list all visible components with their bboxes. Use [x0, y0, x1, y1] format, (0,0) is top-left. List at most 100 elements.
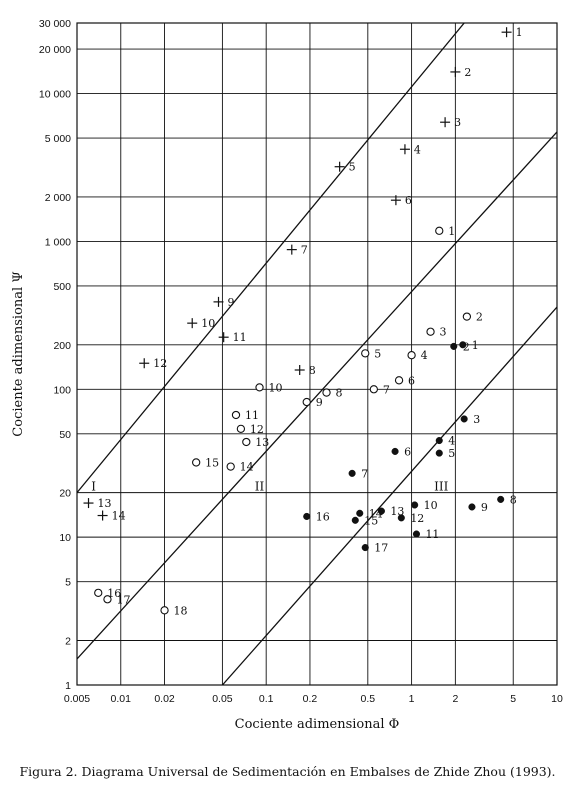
- point-label: 15: [205, 456, 219, 469]
- point-label: 11: [245, 409, 259, 422]
- point-label: 8: [336, 387, 343, 400]
- point-label: 1: [516, 26, 523, 39]
- plus-marker: [501, 27, 512, 38]
- point-label: 7: [301, 244, 308, 257]
- filled-circle-marker: [460, 415, 468, 423]
- open-circle-marker: [407, 351, 416, 360]
- x-tick-label: 0.5: [361, 693, 376, 705]
- open-circle-marker: [94, 588, 103, 597]
- boundary-line: [77, 23, 465, 494]
- x-tick-label: 0.2: [303, 693, 318, 705]
- x-tick-labels: 0.005 0.01 0.02 0.05 0.1 0.2 0.5 1 2 5 10: [64, 693, 563, 705]
- point-label: 16: [107, 587, 121, 600]
- open-circle-marker: [242, 437, 251, 447]
- point-label: 3: [454, 116, 461, 129]
- filled-circle-marker: [497, 495, 505, 503]
- open-circle-marker: [302, 397, 311, 407]
- y-tick-label: 50: [59, 429, 71, 441]
- open-circle-marker: [394, 376, 404, 385]
- plus-marker: [218, 332, 229, 343]
- x-tick-label: 0.1: [259, 693, 274, 705]
- filled-circle-marker: [348, 469, 356, 477]
- y-tick-label: 200: [53, 340, 71, 352]
- open-circle-marker: [236, 424, 246, 433]
- point-label: 6: [404, 445, 411, 458]
- open-circle-marker: [322, 388, 331, 397]
- x-tick-label: 0.05: [212, 693, 233, 705]
- point-label: 10: [269, 381, 283, 394]
- point-label: 9: [228, 296, 235, 309]
- filled-circle-marker: [377, 507, 385, 515]
- point-label: 5: [349, 161, 356, 174]
- point-label: 1: [448, 225, 455, 238]
- boundary-line: [221, 306, 557, 685]
- x-tick-label: 10: [551, 693, 563, 705]
- grid-lines: [76, 22, 558, 686]
- plus-marker: [334, 161, 345, 172]
- point-label: 10: [201, 317, 215, 330]
- point-label: 7: [361, 467, 368, 480]
- y-tick-label: 30 000: [39, 18, 71, 30]
- point-label: 4: [448, 435, 455, 448]
- x-tick-label: 0.02: [154, 693, 175, 705]
- point-label: 11: [233, 331, 247, 344]
- open-circle-marker: [103, 595, 112, 604]
- open-circle-marker: [369, 385, 378, 394]
- plus-marker: [390, 195, 401, 206]
- region-labels: I II III: [91, 480, 448, 494]
- data-points: 1234567891011121314123456789101112131415…: [83, 26, 523, 617]
- point-label: 8: [510, 493, 517, 506]
- x-axis-label: Cociente adimensional Φ: [235, 717, 400, 732]
- open-circle-marker: [226, 462, 235, 471]
- point-label: 11: [425, 528, 439, 541]
- y-tick-label: 2: [65, 635, 71, 647]
- filled-circle-marker: [397, 514, 405, 522]
- point-label: 14: [240, 461, 254, 474]
- point-label: 10: [424, 499, 438, 512]
- plus-marker: [187, 318, 198, 329]
- plus-marker: [97, 510, 108, 521]
- filled-circle-marker: [391, 447, 399, 455]
- filled-circle-marker: [351, 516, 359, 524]
- y-axis-label: Cociente adimensional Ψ: [11, 271, 26, 436]
- plus-marker: [139, 358, 150, 369]
- filled-circle-marker: [411, 501, 419, 509]
- y-tick-label: 5: [65, 577, 71, 589]
- filled-circle-marker: [435, 437, 443, 445]
- filled-circle-marker: [412, 530, 421, 538]
- point-label: 17: [374, 542, 388, 555]
- point-label: 7: [383, 383, 390, 396]
- figure-caption: Figura 2. Diagrama Universal de Sediment…: [19, 764, 556, 779]
- filled-circle-marker: [435, 449, 443, 457]
- point-label: 1: [472, 339, 479, 352]
- filled-circle-marker: [303, 512, 311, 521]
- plus-marker: [286, 244, 297, 255]
- y-tick-label: 10 000: [39, 89, 71, 101]
- y-tick-label: 20 000: [39, 44, 71, 56]
- y-tick-label: 10: [59, 532, 71, 544]
- point-label: 4: [421, 349, 428, 362]
- point-label: 8: [309, 364, 316, 377]
- filled-circle-marker: [450, 342, 458, 350]
- point-label: 3: [440, 326, 447, 339]
- point-label: 9: [481, 501, 488, 514]
- point-label: 4: [414, 143, 421, 156]
- x-tick-label: 0.005: [64, 693, 90, 705]
- point-label: 15: [364, 514, 378, 527]
- point-label: 6: [405, 194, 412, 207]
- plus-marker: [213, 296, 224, 307]
- filled-circle-marker: [459, 341, 467, 349]
- point-label: 6: [408, 374, 415, 387]
- point-label: 9: [316, 396, 323, 409]
- point-label: 18: [174, 604, 188, 617]
- point-label: 14: [112, 510, 126, 523]
- plus-marker: [440, 117, 451, 128]
- point-label: 16: [316, 510, 330, 523]
- y-tick-labels: 1 2 5 10 20 50 100 200 500 1 000 2 000 5 000 10 000 2…: [39, 18, 71, 692]
- region-label: I: [91, 480, 96, 494]
- y-tick-label: 20: [59, 488, 71, 500]
- point-label: 13: [98, 497, 112, 510]
- y-tick-label: 500: [53, 281, 71, 293]
- x-tick-label: 2: [452, 693, 458, 705]
